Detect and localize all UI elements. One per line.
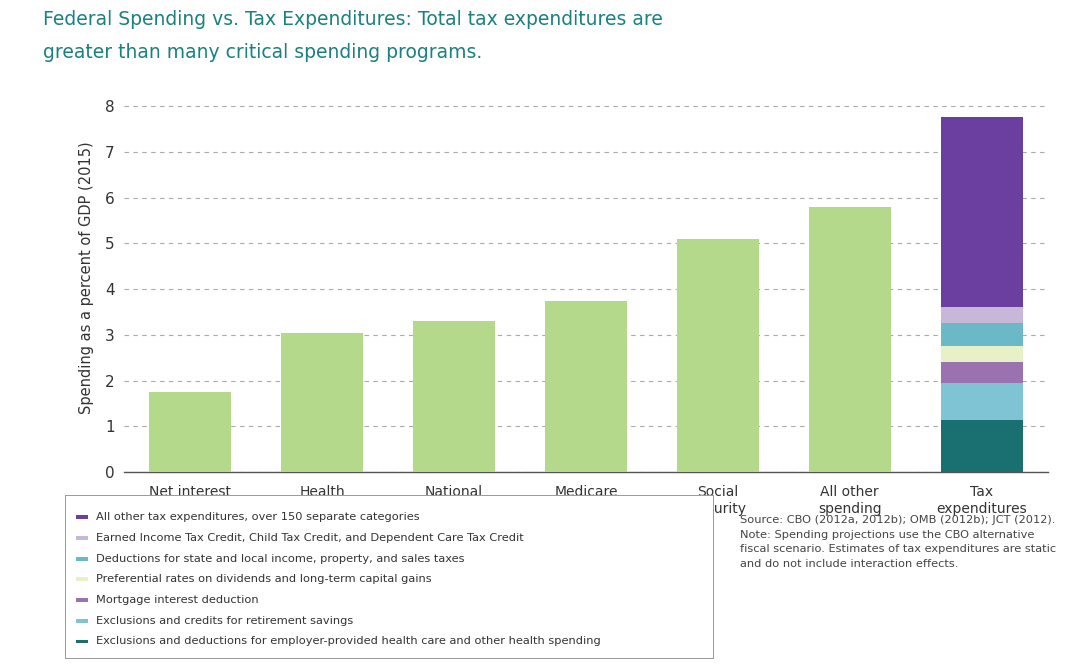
- Bar: [941, 362, 1023, 383]
- Text: Earned Income Tax Credit, Child Tax Credit, and Dependent Care Tax Credit: Earned Income Tax Credit, Child Tax Cred…: [96, 533, 524, 543]
- Bar: [941, 383, 1023, 420]
- Bar: [281, 332, 363, 472]
- Bar: [941, 420, 1023, 472]
- Text: greater than many critical spending programs.: greater than many critical spending prog…: [43, 43, 483, 63]
- Bar: [941, 323, 1023, 346]
- Bar: [77, 619, 89, 622]
- X-axis label: Spending category: Spending category: [498, 529, 674, 547]
- Bar: [413, 321, 495, 472]
- Text: Source: CBO (2012a, 2012b); OMB (2012b); JCT (2012).
Note: Spending projections : Source: CBO (2012a, 2012b); OMB (2012b);…: [740, 515, 1056, 569]
- Bar: [677, 239, 759, 472]
- Bar: [941, 118, 1023, 307]
- Bar: [77, 515, 89, 519]
- Text: Federal Spending vs. Tax Expenditures: Total tax expenditures are: Federal Spending vs. Tax Expenditures: T…: [43, 10, 663, 29]
- Text: Preferential rates on dividends and long-term capital gains: Preferential rates on dividends and long…: [96, 575, 432, 585]
- Bar: [809, 207, 891, 472]
- Bar: [941, 346, 1023, 362]
- Text: Exclusions and deductions for employer-provided health care and other health spe: Exclusions and deductions for employer-p…: [96, 636, 600, 646]
- Bar: [941, 307, 1023, 323]
- Y-axis label: Spending as a percent of GDP (2015): Spending as a percent of GDP (2015): [79, 142, 94, 414]
- Text: Mortgage interest deduction: Mortgage interest deduction: [96, 595, 258, 605]
- Bar: [77, 577, 89, 581]
- Bar: [77, 598, 89, 602]
- Bar: [77, 640, 89, 644]
- Bar: [77, 536, 89, 540]
- Bar: [149, 392, 231, 472]
- Text: Exclusions and credits for retirement savings: Exclusions and credits for retirement sa…: [96, 616, 353, 626]
- Bar: [545, 301, 626, 472]
- Text: Deductions for state and local income, property, and sales taxes: Deductions for state and local income, p…: [96, 554, 464, 564]
- Text: All other tax expenditures, over 150 separate categories: All other tax expenditures, over 150 sep…: [96, 512, 419, 522]
- Bar: [77, 557, 89, 561]
